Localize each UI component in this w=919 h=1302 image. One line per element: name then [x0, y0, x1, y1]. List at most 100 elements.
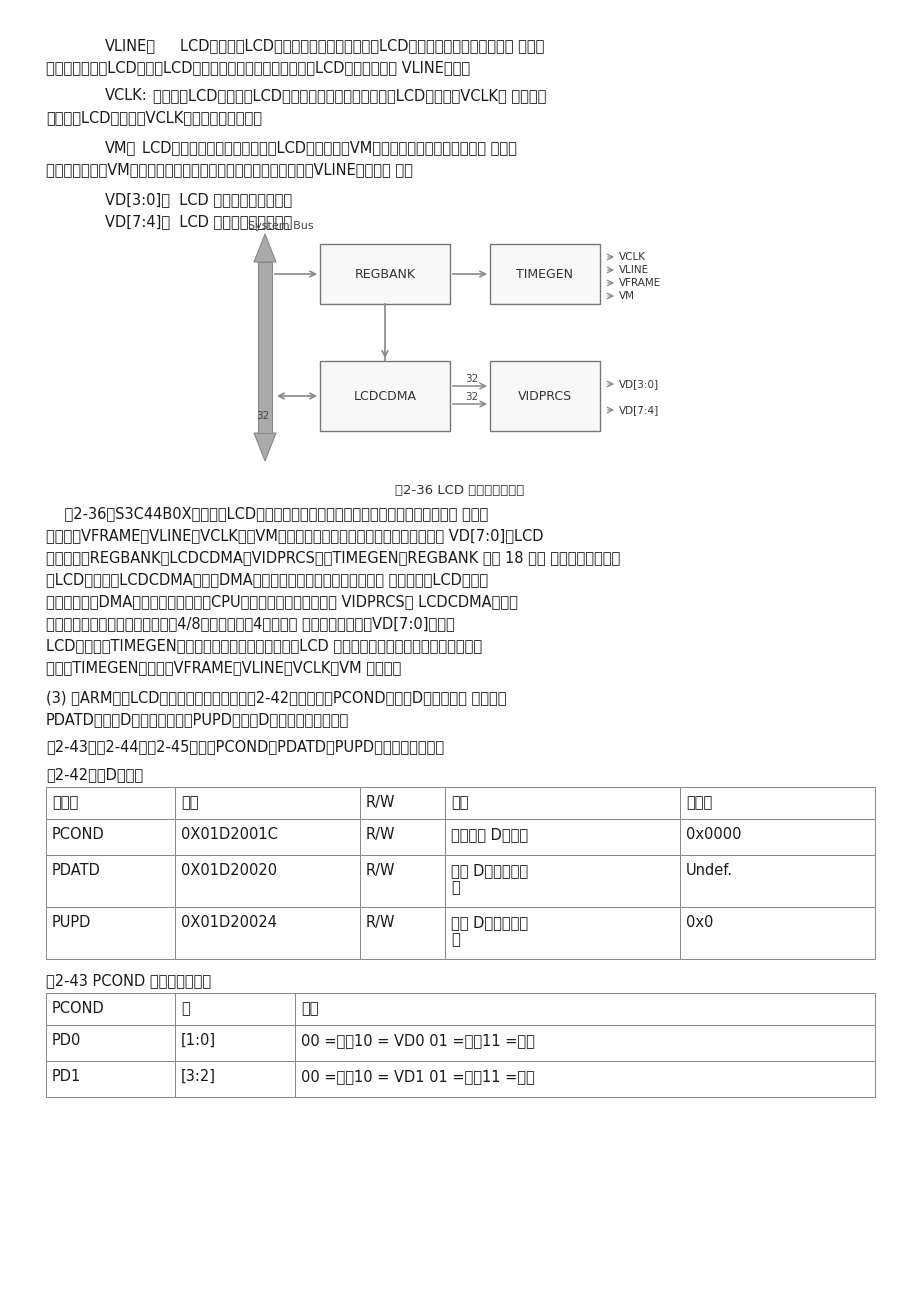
Text: TIMEGEN: TIMEGEN [516, 268, 573, 281]
Text: R/W: R/W [366, 796, 395, 810]
Bar [175, 855, 359, 907]
Text: [1:0]: [1:0] [181, 1032, 216, 1048]
Text: 图2-36为S3C44B0X中内置的LCD控制器的逻辑框图，它用于传输显示数据并产生必要 的控制: 图2-36为S3C44B0X中内置的LCD控制器的逻辑框图，它用于传输显示数据并… [46, 506, 488, 521]
Bar [679, 819, 874, 855]
Text: 00 =输入10 = VD0 01 =输儕11 =保留: 00 =输入10 = VD0 01 =输儕11 =保留 [301, 1032, 534, 1048]
Bar [359, 819, 445, 855]
Text: 端口 D的数据寄存
器: 端口 D的数据寄存 器 [450, 863, 528, 896]
Text: 32: 32 [464, 374, 478, 384]
Text: 0x0000: 0x0000 [686, 827, 741, 842]
Text: 寄存器: 寄存器 [52, 796, 78, 810]
Text: 信号，如VFRAME，VLINE，VCLK，和VM。除了控制信号，还有显示数据的数据端口 VD[7:0]。LCD: 信号，如VFRAME，VLINE，VCLK，和VM。除了控制信号，还有显示数据的… [46, 529, 543, 543]
Text: 配LCD控制器。LCDCDMA为专用DMA，它可以自动地将显示数据从帧内 存中传送到LCD驱动器: 配LCD控制器。LCDCDMA为专用DMA，它可以自动地将显示数据从帧内 存中传… [46, 572, 488, 587]
Bar [320, 243, 449, 303]
Text: 描述: 描述 [450, 796, 468, 810]
Text: VCLK: VCLK [618, 253, 645, 262]
Text: 00 =输入10 = VD1 01 =输儕11 =保留: 00 =输入10 = VD1 01 =输儕11 =保留 [301, 1069, 534, 1085]
Text: VD[7:4]: VD[7:4] [618, 405, 659, 415]
Text: 端口 D的上拉寄存
器: 端口 D的上拉寄存 器 [450, 915, 528, 948]
Text: 控制器包含REGBANK，LCDCDMA，VIDPRCS，和TIMEGEN。REGBANK 具有 18 个可 编程寄存器，用于: 控制器包含REGBANK，LCDCDMA，VIDPRCS，和TIMEGEN。RE… [46, 549, 619, 565]
Text: VM: VM [618, 292, 634, 301]
Text: LCD驱动器。TIMEGEN包含可编程的逻辑，以支持常见LCD 驱动器所需要的不同的接口时间、速率: LCD驱动器。TIMEGEN包含可编程的逻辑，以支持常见LCD 驱动器所需要的不… [46, 638, 482, 654]
Bar [257, 262, 272, 434]
Bar [175, 1025, 295, 1061]
Bar [320, 361, 449, 431]
Text: 地址: 地址 [181, 796, 199, 810]
Text: VD[7:4]：  LCD 象素数据输出端口。: VD[7:4]： LCD 象素数据输出端口。 [105, 214, 292, 229]
Text: VD[3:0]：  LCD 象素数据输出端口。: VD[3:0]： LCD 象素数据输出端口。 [105, 191, 292, 207]
Bar [295, 1061, 874, 1098]
Bar [359, 786, 445, 819]
Text: 中的内容显示到LCD屏上。LCD控制器在一整行数据全部传输到LCD驱动器后发出 VLINE信号。: 中的内容显示到LCD屏上。LCD控制器在一整行数据全部传输到LCD驱动器后发出 … [46, 60, 470, 76]
Text: 0X01D20024: 0X01D20024 [181, 915, 277, 930]
Polygon shape [254, 234, 276, 262]
Bar [46, 786, 175, 819]
Bar [295, 993, 874, 1025]
Bar [175, 819, 359, 855]
Bar [175, 907, 359, 960]
Text: 0x0: 0x0 [686, 915, 712, 930]
Text: PCOND: PCOND [52, 1001, 105, 1016]
Text: 32: 32 [255, 411, 269, 421]
Bar [359, 855, 445, 907]
Text: VCLK:: VCLK: [105, 89, 148, 103]
Bar [175, 1061, 295, 1098]
Text: 0X01D2001C: 0X01D2001C [181, 827, 278, 842]
Text: PDATD: PDATD [52, 863, 101, 878]
Bar [445, 855, 679, 907]
Text: 送数据，LCD驱动器在VCLK的下降沿采样数据。: 送数据，LCD驱动器在VCLK的下降沿采样数据。 [46, 109, 262, 125]
Text: R/W: R/W [366, 863, 395, 878]
Bar [175, 993, 295, 1025]
Text: VIDPRCS: VIDPRCS [517, 391, 572, 404]
Text: System Bus: System Bus [248, 221, 313, 230]
Text: LCDCDMA: LCDCDMA [353, 391, 416, 404]
Text: Undef.: Undef. [686, 863, 732, 878]
Bar [490, 361, 599, 431]
Text: VM：: VM： [105, 141, 136, 155]
Text: VLINE：: VLINE： [105, 38, 156, 53]
Bar [46, 993, 175, 1025]
Bar [679, 855, 874, 907]
Text: 表2-43、表2-44、表2-45分别为PCOND、PDATD、PUPD寄存器的位描述。: 表2-43、表2-44、表2-45分别为PCOND、PDATD、PUPD寄存器的… [46, 740, 444, 754]
Text: 32: 32 [464, 392, 478, 402]
Bar [359, 907, 445, 960]
Text: [3:2]: [3:2] [181, 1069, 216, 1085]
Text: 列电压的极性。VM信号可在每一帧触发，也可在数量可编程的一些VLINE信号后触 发。: 列电压的极性。VM信号可在每一帧触发，也可在数量可编程的一些VLINE信号后触 … [46, 161, 413, 177]
Bar [445, 819, 679, 855]
Bar [46, 855, 175, 907]
Text: PCOND: PCOND [52, 827, 105, 842]
Bar [445, 907, 679, 960]
Text: 表2-42端口D寄存器: 表2-42端口D寄存器 [46, 767, 143, 783]
Text: LCD控制器和LCD驱动器间的同步脉冲信号，LCD驱动器通过它来将水平移位 寄存器: LCD控制器和LCD驱动器间的同步脉冲信号，LCD驱动器通过它来将水平移位 寄存… [180, 38, 544, 53]
Polygon shape [254, 434, 276, 461]
Text: 据，变换为合适的数据格式（比如4/8位单一扫描和4位双扫描 显示模式）后通过VD[7:0]发送到: 据，变换为合适的数据格式（比如4/8位单一扫描和4位双扫描 显示模式）后通过VD… [46, 616, 454, 631]
Text: 图2-36 LCD 控制器逻辑框图: 图2-36 LCD 控制器逻辑框图 [395, 484, 524, 497]
Text: 表2-43 PCOND 寄存器的位描述: 表2-43 PCOND 寄存器的位描述 [46, 973, 210, 988]
Text: PUPD: PUPD [52, 915, 91, 930]
Bar [46, 819, 175, 855]
Bar [445, 786, 679, 819]
Bar [679, 786, 874, 819]
Bar [46, 907, 175, 960]
Text: 0X01D20020: 0X01D20020 [181, 863, 277, 878]
Text: 此信号为LCD控制器和LCD驱动器之间的象素时钟信号，LCD控制器在VCLK的 上升沿发: 此信号为LCD控制器和LCD驱动器之间的象素时钟信号，LCD控制器在VCLK的 … [153, 89, 546, 103]
Text: 复位値: 复位値 [686, 796, 711, 810]
Text: 中。通过专用DMA，可以实现在不需要CPU介入的情况下显示数据。 VIDPRCS从 LCDCDMA接收数: 中。通过专用DMA，可以实现在不需要CPU介入的情况下显示数据。 VIDPRCS… [46, 594, 517, 609]
Text: 要求。TIMEGEN部分产生VFRAME，VLINE，VCLK，VM 等信号。: 要求。TIMEGEN部分产生VFRAME，VLINE，VCLK，VM 等信号。 [46, 660, 401, 674]
Text: VFRAME: VFRAME [618, 279, 661, 288]
Text: PDATD为端口D的数据寄存器，PUPD为端口D的上拉禁止寄存器。: PDATD为端口D的数据寄存器，PUPD为端口D的上拉禁止寄存器。 [46, 712, 349, 727]
Text: PD1: PD1 [52, 1069, 81, 1085]
Text: 配置端口 D的管脚: 配置端口 D的管脚 [450, 827, 528, 842]
Text: (3) 与ARM自带LCD驱动器有关的寄存器如表2-42所示，其中PCOND为端口D的引脚配置 寄存器，: (3) 与ARM自带LCD驱动器有关的寄存器如表2-42所示，其中PCOND为端… [46, 690, 506, 704]
Text: PD0: PD0 [52, 1032, 81, 1048]
Bar [46, 1025, 175, 1061]
Text: VD[3:0]: VD[3:0] [618, 379, 658, 389]
Text: LCD驱动器所使用的交流信号。LCD驱动器使用VM信号改变用于打开或关闭象素 的行和: LCD驱动器所使用的交流信号。LCD驱动器使用VM信号改变用于打开或关闭象素 的… [142, 141, 516, 155]
Bar [490, 243, 599, 303]
Bar [679, 907, 874, 960]
Text: 描述: 描述 [301, 1001, 318, 1016]
Bar [295, 1025, 874, 1061]
Text: R/W: R/W [366, 827, 395, 842]
Text: 位: 位 [181, 1001, 189, 1016]
Bar [175, 786, 359, 819]
